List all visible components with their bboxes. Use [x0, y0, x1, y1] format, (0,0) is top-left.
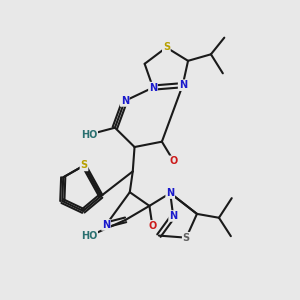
Text: S: S [80, 160, 88, 170]
Text: O: O [170, 156, 178, 166]
Text: N: N [121, 96, 129, 106]
Text: S: S [163, 43, 170, 52]
Text: N: N [169, 211, 177, 221]
Text: O: O [148, 221, 157, 231]
Text: HO: HO [81, 130, 97, 140]
Text: N: N [102, 220, 110, 230]
Text: HO: HO [81, 231, 97, 241]
Text: N: N [149, 82, 157, 93]
Text: N: N [166, 188, 174, 198]
Text: S: S [183, 233, 190, 243]
Text: N: N [178, 80, 187, 90]
